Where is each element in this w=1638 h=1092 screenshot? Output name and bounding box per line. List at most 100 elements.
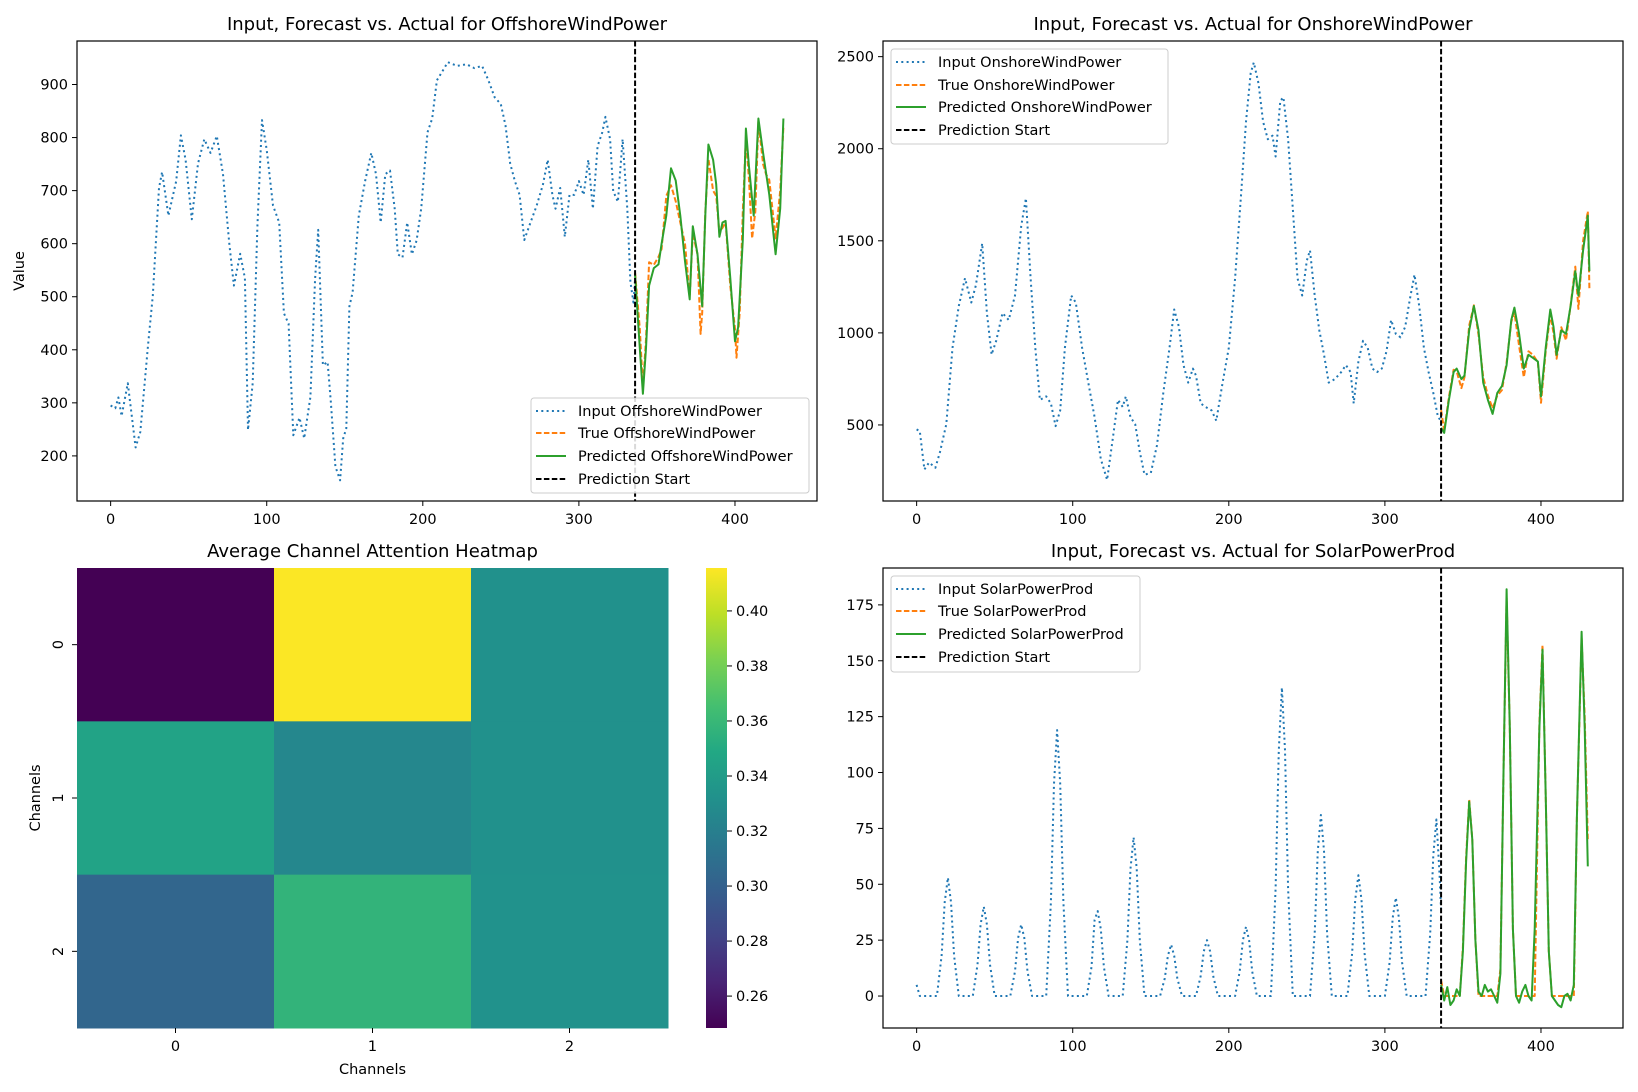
y-tick-label: 400 <box>40 343 68 359</box>
legend-label: Prediction Start <box>938 123 1050 139</box>
x-tick-label: 200 <box>1215 512 1243 528</box>
heatmap-cell <box>77 874 275 1029</box>
colorbar-tick-label: 0.38 <box>736 659 768 675</box>
axes-frame <box>882 567 1624 1029</box>
y-tick-label: 700 <box>40 184 68 200</box>
y-tick-label: 2 <box>51 947 67 956</box>
y-tick-label: 2000 <box>837 142 874 158</box>
x-tick-label: 2 <box>565 1039 574 1055</box>
heatmap-cell <box>274 721 472 876</box>
y-tick-label: 600 <box>40 237 68 253</box>
heatmap-cell <box>471 568 669 722</box>
colorbar-tick-label: 0.26 <box>736 989 768 1005</box>
colorbar <box>706 568 727 1028</box>
legend: Input OnshoreWindPower True OnshoreWindPo… <box>890 48 1169 145</box>
chart-title: Input, Forecast vs. Actual for SolarPowe… <box>1051 541 1455 562</box>
x-tick-label: 300 <box>565 512 593 528</box>
x-tick-label: 0 <box>171 1039 180 1055</box>
x-tick-label: 100 <box>1059 512 1087 528</box>
y-tick-label: 1 <box>51 793 67 802</box>
legend-label: Predicted SolarPowerProd <box>938 627 1124 643</box>
axes-frame <box>76 40 818 502</box>
x-tick-label: 0 <box>106 512 115 528</box>
heatmap-cell <box>274 568 472 722</box>
series-line-predicted <box>634 117 785 395</box>
legend-label: True OffshoreWindPower <box>577 426 755 442</box>
legend-label: True OnshoreWindPower <box>937 78 1115 94</box>
legend-label: Prediction Start <box>578 472 690 488</box>
series-line-predicted <box>1440 588 1589 1009</box>
colorbar-tick-label: 0.28 <box>736 934 768 950</box>
plot-area <box>916 41 1591 501</box>
x-tick-label: 300 <box>1371 512 1399 528</box>
colorbar-tick-label: 0.32 <box>736 824 768 840</box>
plot-area <box>915 568 1589 1028</box>
y-tick-label: 75 <box>856 821 874 837</box>
y-tick-label: 125 <box>846 710 874 726</box>
series-line-input <box>915 686 1443 997</box>
subplot-0: Input, Forecast vs. Actual for OffshoreW… <box>12 14 818 528</box>
subplot-3: Input, Forecast vs. Actual for SolarPowe… <box>846 541 1624 1055</box>
legend-label: Prediction Start <box>938 650 1050 666</box>
x-tick-label: 1 <box>368 1039 377 1055</box>
subplot-2: Average Channel Attention Heatmap 0 1 2 0 1 2 C… <box>28 541 768 1078</box>
legend-box <box>890 575 1141 673</box>
y-tick-label: 2500 <box>837 50 874 66</box>
colorbar-tick-label: 0.40 <box>736 604 768 620</box>
legend-label: True SolarPowerProd <box>937 604 1086 620</box>
x-tick-label: 0 <box>912 1039 921 1055</box>
chart-title: Input, Forecast vs. Actual for OnshoreWi… <box>1033 14 1473 35</box>
colorbar-tick-label: 0.30 <box>736 879 768 895</box>
legend-label: Predicted OffshoreWindPower <box>578 449 793 465</box>
y-tick-label: 150 <box>846 654 874 670</box>
heatmap-cell <box>471 874 669 1029</box>
x-tick-label: 400 <box>721 512 749 528</box>
y-tick-label: 500 <box>846 418 874 434</box>
x-tick-label: 400 <box>1527 512 1555 528</box>
legend-label: Predicted OnshoreWindPower <box>938 100 1152 116</box>
y-axis-label: Channels <box>28 764 44 831</box>
legend: Input OffshoreWindPower True OffshoreWind… <box>530 397 810 494</box>
y-tick-label: 800 <box>40 131 68 147</box>
legend: Input SolarPowerProd True SolarPowerProd P… <box>890 575 1141 673</box>
y-tick-label: 900 <box>40 78 68 94</box>
series-line-input <box>916 61 1442 481</box>
y-tick-label: 1500 <box>837 234 874 250</box>
series-line-predicted <box>1440 214 1591 434</box>
series-line-input <box>110 61 637 482</box>
x-tick-label: 100 <box>253 512 281 528</box>
y-axis-label: Value <box>12 251 28 291</box>
heatmap-cell <box>471 721 669 876</box>
y-tick-label: 175 <box>846 598 874 614</box>
x-tick-label: 200 <box>409 512 437 528</box>
colorbar-tick-label: 0.34 <box>736 769 768 785</box>
x-tick-label: 100 <box>1059 1039 1087 1055</box>
x-axis-label: Channels <box>339 1062 406 1078</box>
y-tick-label: 0 <box>51 640 67 649</box>
x-tick-label: 0 <box>912 512 921 528</box>
heatmap-cell <box>77 568 275 722</box>
x-tick-label: 400 <box>1527 1039 1555 1055</box>
y-tick-label: 500 <box>40 290 68 306</box>
y-tick-label: 25 <box>856 933 874 949</box>
x-tick-label: 200 <box>1215 1039 1243 1055</box>
colorbar-tick-label: 0.36 <box>736 714 768 730</box>
chart-title: Input, Forecast vs. Actual for OffshoreW… <box>227 14 668 35</box>
chart-title: Average Channel Attention Heatmap <box>207 541 538 562</box>
x-tick-label: 300 <box>1371 1039 1399 1055</box>
legend-label: Input OffshoreWindPower <box>578 404 762 420</box>
heatmap-cell <box>77 721 275 876</box>
legend-box <box>530 397 810 494</box>
heatmap-cell <box>274 874 472 1029</box>
legend-label: Input SolarPowerProd <box>938 582 1093 598</box>
subplot-1: Input, Forecast vs. Actual for OnshoreWi… <box>837 14 1624 528</box>
y-tick-label: 0 <box>865 989 874 1005</box>
legend-label: Input OnshoreWindPower <box>938 55 1121 71</box>
y-tick-label: 1000 <box>837 326 874 342</box>
legend-box <box>890 48 1169 145</box>
y-tick-label: 300 <box>40 396 68 412</box>
y-tick-label: 200 <box>40 449 68 465</box>
y-tick-label: 50 <box>856 877 874 893</box>
y-tick-label: 100 <box>846 766 874 782</box>
